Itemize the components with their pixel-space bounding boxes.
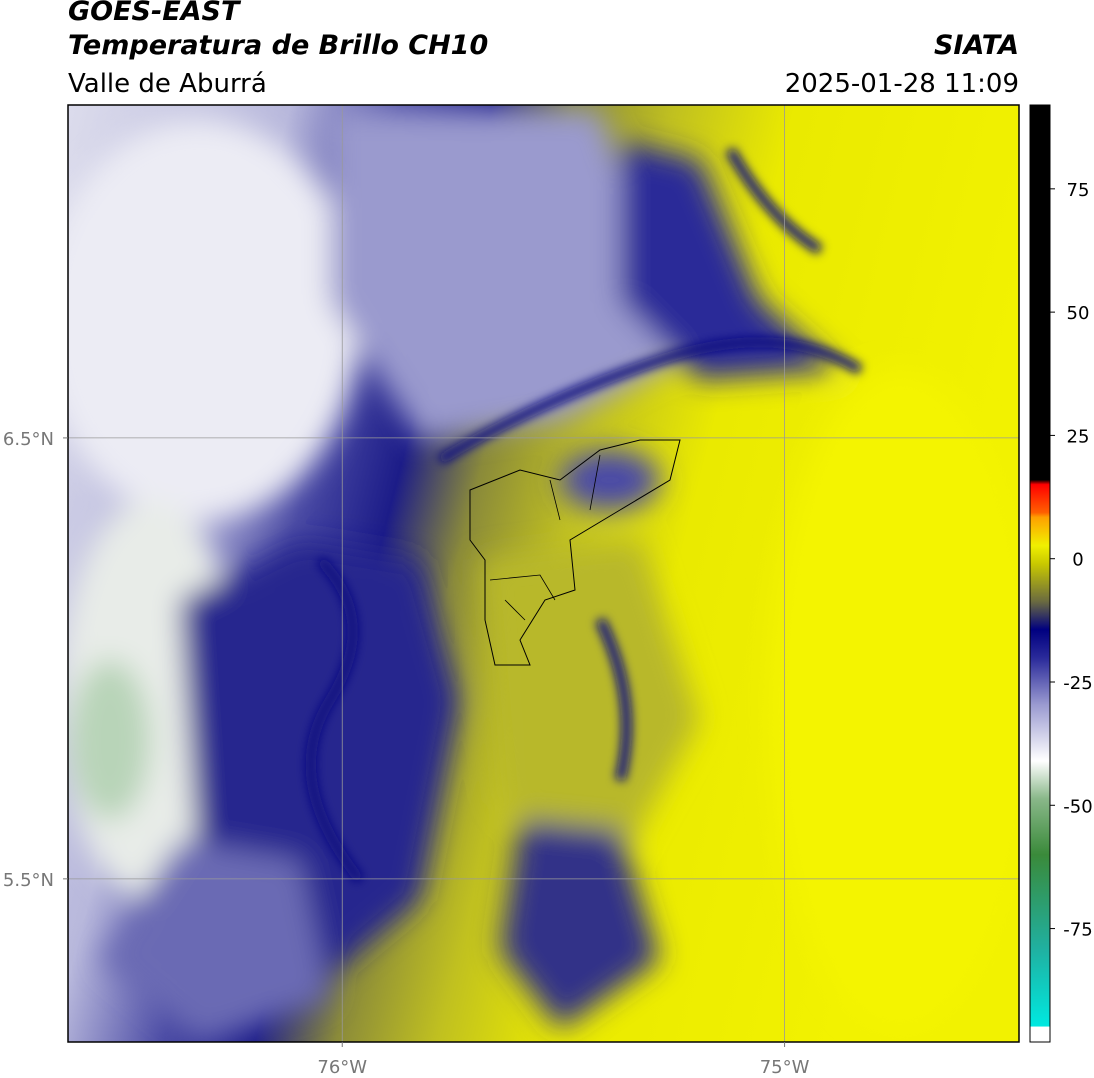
lon-tick-label: 76°W — [317, 1057, 367, 1078]
map-field — [68, 105, 1019, 1042]
graticule — [68, 105, 1019, 1042]
colorbar — [1029, 104, 1051, 1043]
lat-tick-label: 5.5°N — [3, 870, 54, 891]
source: SIATA — [934, 30, 1019, 61]
colorbar-tick-label: 50 — [1067, 303, 1090, 324]
colorbar-tick-label: -50 — [1063, 796, 1092, 817]
colorbar-tick-label: 75 — [1067, 180, 1090, 201]
colorbar-tick-label: 0 — [1072, 550, 1083, 571]
colorbar-tick-label: -75 — [1063, 920, 1092, 941]
colorbar-tick-label: -25 — [1063, 673, 1092, 694]
colorbar-tick-label: 25 — [1067, 426, 1090, 447]
title: GOES-EAST — [68, 0, 242, 27]
lat-tick-label: 6.5°N — [3, 429, 54, 450]
map-frame — [67, 104, 1020, 1043]
lon-tick-label: 75°W — [760, 1057, 810, 1078]
datetime: 2025-01-28 11:09 — [785, 69, 1019, 99]
subtitle: Temperatura de Brillo CH10 — [68, 30, 488, 61]
region: Valle de Aburrá — [68, 69, 267, 99]
